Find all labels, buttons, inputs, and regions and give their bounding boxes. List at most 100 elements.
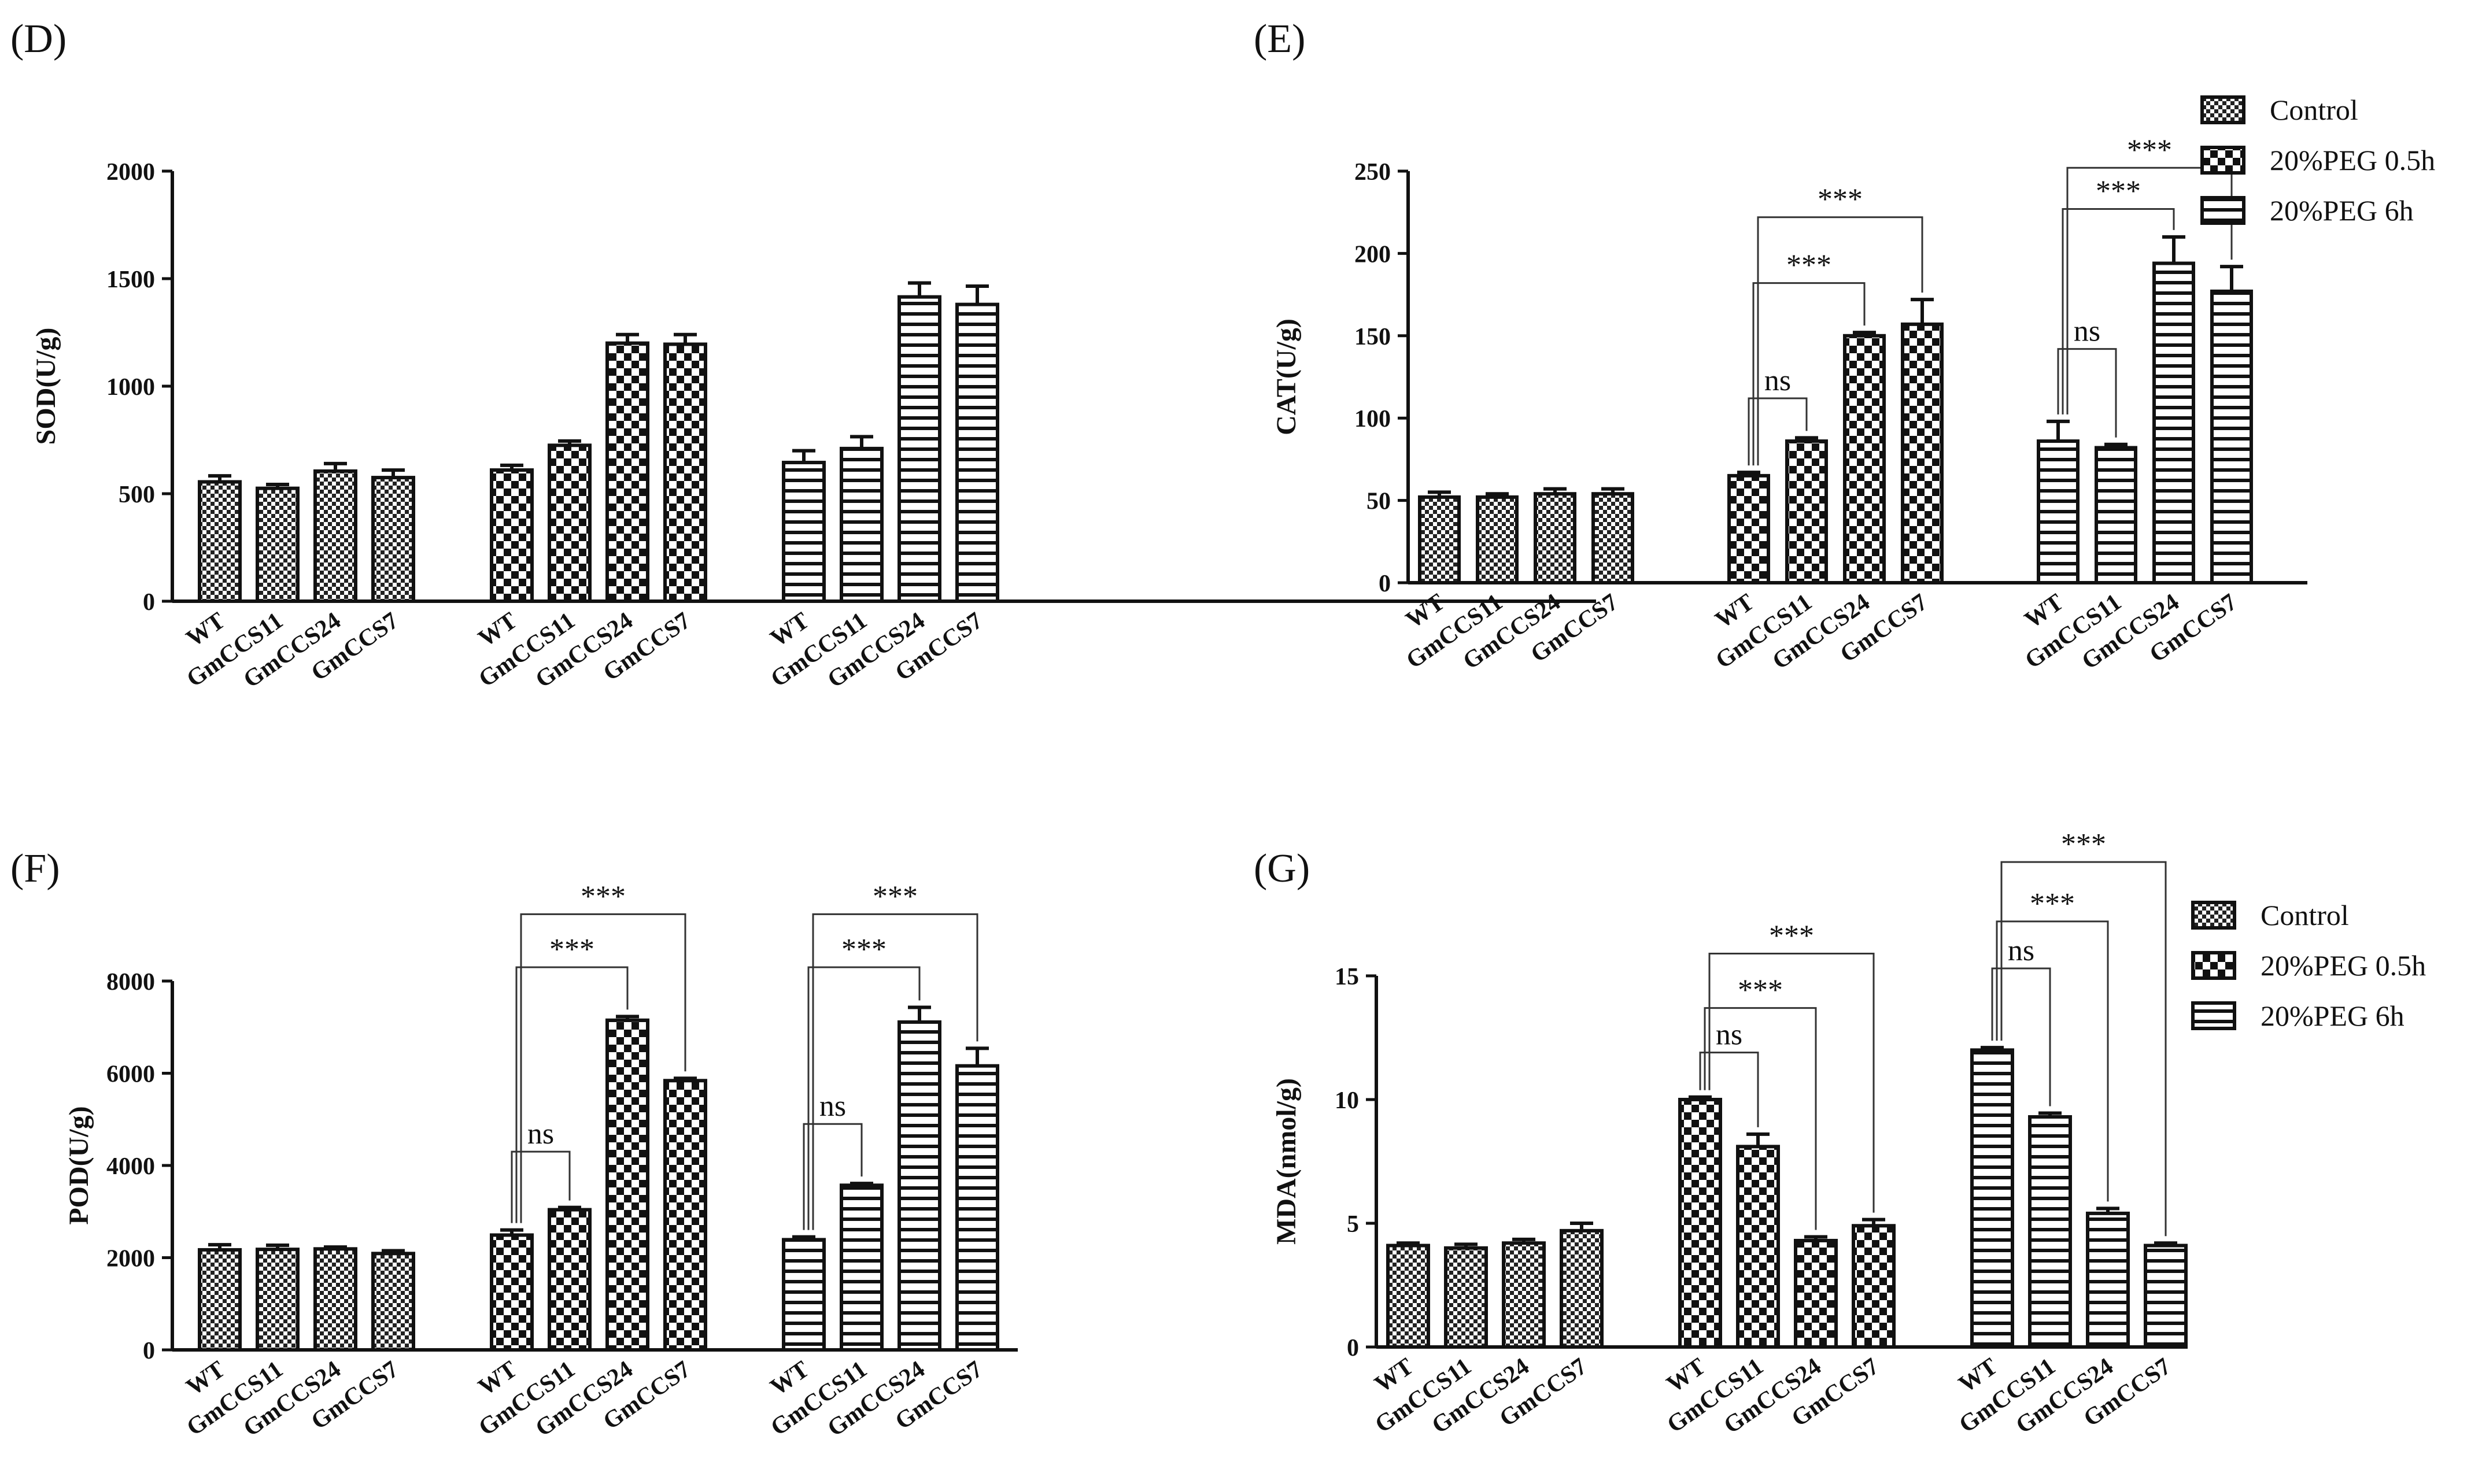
legend: Control 20%PEG 0.5h 20%PEG 6h bbox=[2200, 94, 2435, 227]
legend-label: 20%PEG 6h bbox=[2261, 1000, 2405, 1032]
y-tick-label: 0 bbox=[1379, 571, 1391, 597]
y-tick-label: 2000 bbox=[106, 159, 155, 186]
significance-label: ns bbox=[527, 1117, 554, 1150]
y-axis-title: CAT(U/g) bbox=[1271, 319, 1302, 435]
significance-bracket bbox=[515, 966, 629, 1223]
bar bbox=[2086, 1211, 2130, 1349]
bar bbox=[1970, 1048, 2014, 1349]
legend-swatch bbox=[2191, 1001, 2236, 1030]
bar bbox=[1591, 492, 1634, 585]
panel-label: (E) bbox=[1254, 17, 1305, 61]
y-axis-title: POD(U/g) bbox=[64, 1106, 94, 1224]
panel-label: (D) bbox=[10, 17, 67, 61]
bar bbox=[1785, 439, 1828, 585]
y-tick-label: 10 bbox=[1335, 1087, 1359, 1114]
bar bbox=[605, 1018, 649, 1352]
significance-bracket bbox=[511, 1150, 571, 1223]
panel-g-mda-chart: (G)051015MDA(nmol/g)WTGmCCS11GmCCS24GmCC… bbox=[1254, 828, 2426, 1439]
bar bbox=[1794, 1238, 1838, 1349]
y-tick-label: 0 bbox=[143, 589, 155, 616]
significance-label: *** bbox=[1769, 919, 1814, 952]
bar bbox=[840, 446, 884, 603]
y-tick-label: 250 bbox=[1354, 159, 1391, 186]
legend-swatch bbox=[2200, 196, 2245, 225]
bar bbox=[2028, 1115, 2072, 1349]
bar bbox=[2152, 261, 2195, 585]
y-tick-label: 50 bbox=[1366, 489, 1391, 515]
bar bbox=[1843, 334, 1886, 584]
significance-bracket bbox=[1752, 282, 1866, 466]
bar bbox=[2210, 289, 2253, 584]
significance-bracket bbox=[520, 913, 686, 1223]
bar bbox=[1418, 495, 1461, 584]
bar bbox=[2037, 439, 2080, 585]
panel-label: (F) bbox=[10, 846, 60, 891]
bar bbox=[198, 480, 242, 603]
bar bbox=[548, 1208, 592, 1352]
legend-swatch bbox=[2191, 901, 2236, 930]
bar bbox=[1534, 492, 1576, 585]
y-tick-label: 0 bbox=[143, 1338, 155, 1364]
bar bbox=[1901, 322, 1944, 584]
significance-label: ns bbox=[1716, 1019, 1742, 1052]
significance-label: *** bbox=[581, 880, 626, 913]
legend-label: 20%PEG 6h bbox=[2270, 194, 2414, 227]
bar bbox=[1502, 1241, 1546, 1349]
significance-label: *** bbox=[2127, 134, 2172, 166]
significance-bracket bbox=[1757, 216, 1923, 466]
bar bbox=[1386, 1244, 1430, 1349]
bar bbox=[897, 295, 941, 603]
y-tick-label: 100 bbox=[1354, 406, 1391, 432]
y-tick-label: 15 bbox=[1335, 964, 1359, 990]
bar bbox=[371, 476, 415, 603]
significance-label: *** bbox=[549, 933, 594, 966]
significance-label: *** bbox=[2061, 828, 2106, 861]
bar bbox=[663, 342, 707, 604]
significance-label: *** bbox=[2096, 175, 2141, 208]
bar bbox=[490, 1233, 534, 1352]
bar bbox=[313, 1247, 357, 1352]
bar bbox=[371, 1252, 415, 1352]
significance-bracket bbox=[803, 1123, 863, 1230]
bar bbox=[1736, 1145, 1780, 1349]
significance-bracket bbox=[1699, 1052, 1759, 1127]
significance-label: *** bbox=[873, 880, 918, 913]
significance-bracket bbox=[1748, 397, 1808, 466]
bar bbox=[1444, 1246, 1488, 1349]
bar bbox=[256, 1248, 300, 1352]
y-tick-label: 200 bbox=[1354, 241, 1391, 268]
y-tick-label: 500 bbox=[119, 482, 155, 508]
significance-bracket bbox=[1704, 1007, 1817, 1230]
legend-swatch bbox=[2200, 146, 2245, 175]
bar bbox=[782, 461, 826, 603]
bar bbox=[782, 1238, 826, 1352]
y-tick-label: 0 bbox=[1347, 1335, 1359, 1361]
bar bbox=[313, 469, 357, 603]
y-tick-label: 4000 bbox=[106, 1153, 155, 1180]
legend: Control 20%PEG 0.5h 20%PEG 6h bbox=[2191, 899, 2426, 1032]
significance-bracket bbox=[2062, 208, 2175, 415]
bar bbox=[1678, 1098, 1722, 1349]
y-tick-label: 1000 bbox=[106, 374, 155, 401]
legend-label: 20%PEG 0.5h bbox=[2270, 144, 2435, 176]
panel-e-cat-chart: (E)050100150200250CAT(U/g)WTGmCCS11GmCCS… bbox=[1254, 17, 2435, 675]
significance-label: ns bbox=[819, 1090, 846, 1123]
significance-label: *** bbox=[1738, 974, 1783, 1007]
bar bbox=[1727, 473, 1770, 584]
bar bbox=[897, 1020, 941, 1352]
bar bbox=[1852, 1224, 1896, 1349]
bar bbox=[490, 468, 534, 604]
y-tick-label: 6000 bbox=[106, 1061, 155, 1088]
bar bbox=[198, 1248, 242, 1352]
panel-label: (G) bbox=[1254, 846, 1310, 891]
bar bbox=[256, 486, 300, 604]
bar bbox=[2095, 446, 2137, 584]
significance-bracket bbox=[2000, 861, 2167, 1237]
significance-bracket bbox=[1991, 967, 2051, 1106]
y-tick-label: 1500 bbox=[106, 267, 155, 293]
significance-label: ns bbox=[1764, 364, 1791, 397]
legend-swatch bbox=[2191, 951, 2236, 980]
panel-f-pod-chart: (F)02000400060008000POD(U/g)WTGmCCS11GmC… bbox=[10, 846, 1018, 1442]
bar bbox=[548, 443, 592, 603]
